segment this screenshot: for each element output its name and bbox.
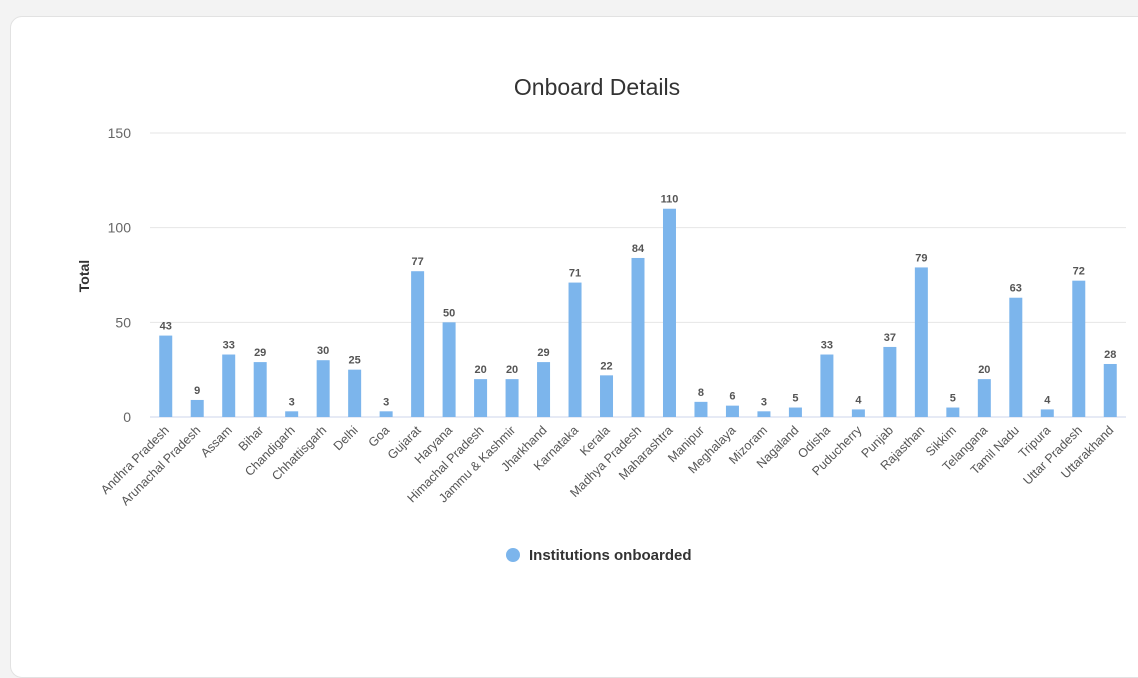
data-label: 29 (254, 347, 266, 359)
bar[interactable] (757, 411, 771, 417)
bar[interactable] (1040, 409, 1054, 417)
bar[interactable] (442, 322, 456, 417)
x-tick-label: Delhi (331, 423, 361, 453)
bar[interactable] (190, 399, 204, 417)
x-tick-label: Goa (366, 423, 393, 450)
data-label: 37 (884, 332, 896, 344)
y-axis-ticks: 0 50 100 150 (108, 125, 132, 425)
bar[interactable] (568, 282, 582, 417)
data-label: 5 (792, 393, 798, 405)
data-label: 33 (223, 340, 235, 352)
data-label: 79 (915, 252, 927, 264)
bar[interactable] (159, 335, 173, 417)
bar[interactable] (694, 401, 708, 417)
data-label: 63 (1010, 283, 1022, 295)
bar[interactable] (788, 407, 802, 417)
bar[interactable] (411, 271, 425, 417)
bar[interactable] (316, 360, 330, 417)
bar[interactable] (883, 346, 897, 417)
data-label: 6 (729, 391, 735, 403)
bar[interactable] (914, 267, 928, 417)
bar[interactable] (348, 369, 362, 417)
data-label: 43 (160, 321, 172, 333)
bar[interactable] (1103, 363, 1117, 417)
bar[interactable] (505, 379, 519, 417)
bar[interactable] (1009, 297, 1023, 417)
y-tick-label: 150 (108, 125, 132, 141)
bar[interactable] (662, 208, 676, 417)
y-tick-label: 50 (115, 314, 131, 330)
bar[interactable] (631, 257, 645, 417)
data-label: 29 (537, 347, 549, 359)
y-tick-label: 100 (108, 220, 132, 236)
data-label: 20 (474, 364, 486, 376)
bar[interactable] (285, 411, 299, 417)
bar[interactable] (851, 409, 865, 417)
bar[interactable] (537, 362, 551, 417)
data-label: 110 (661, 194, 679, 206)
data-label: 72 (1073, 266, 1085, 278)
x-tick-label: Assam (198, 423, 235, 460)
data-label: 4 (855, 394, 862, 406)
data-label: 8 (698, 387, 704, 399)
data-label: 28 (1104, 349, 1116, 361)
bar[interactable] (946, 407, 960, 417)
data-label: 3 (761, 396, 767, 408)
bar[interactable] (725, 405, 739, 417)
data-label: 5 (950, 393, 956, 405)
bar[interactable] (1072, 280, 1086, 417)
data-label: 33 (821, 340, 833, 352)
bar[interactable] (253, 362, 267, 417)
data-label: 25 (349, 355, 361, 367)
legend[interactable]: Institutions onboarded (506, 547, 692, 564)
data-label: 84 (632, 243, 645, 255)
chart-title: Onboard Details (514, 74, 680, 100)
bar[interactable] (474, 379, 488, 417)
data-label: 9 (194, 385, 200, 397)
data-label: 3 (289, 396, 295, 408)
legend-label[interactable]: Institutions onboarded (529, 547, 692, 564)
data-label: 22 (600, 360, 612, 372)
data-label: 4 (1044, 394, 1051, 406)
data-label: 3 (383, 396, 389, 408)
y-axis-label: Total (76, 260, 92, 292)
y-tick-label: 0 (123, 409, 131, 425)
bar[interactable] (222, 354, 236, 417)
bar[interactable] (977, 379, 991, 417)
bars (159, 208, 1117, 417)
data-label: 50 (443, 307, 455, 319)
data-label: 77 (411, 256, 423, 268)
data-label: 20 (978, 364, 990, 376)
data-label: 20 (506, 364, 518, 376)
legend-marker[interactable] (506, 548, 520, 562)
bar[interactable] (379, 411, 393, 417)
bar[interactable] (820, 354, 834, 417)
data-label: 71 (569, 268, 581, 280)
bar[interactable] (600, 375, 614, 417)
data-label: 30 (317, 345, 329, 357)
